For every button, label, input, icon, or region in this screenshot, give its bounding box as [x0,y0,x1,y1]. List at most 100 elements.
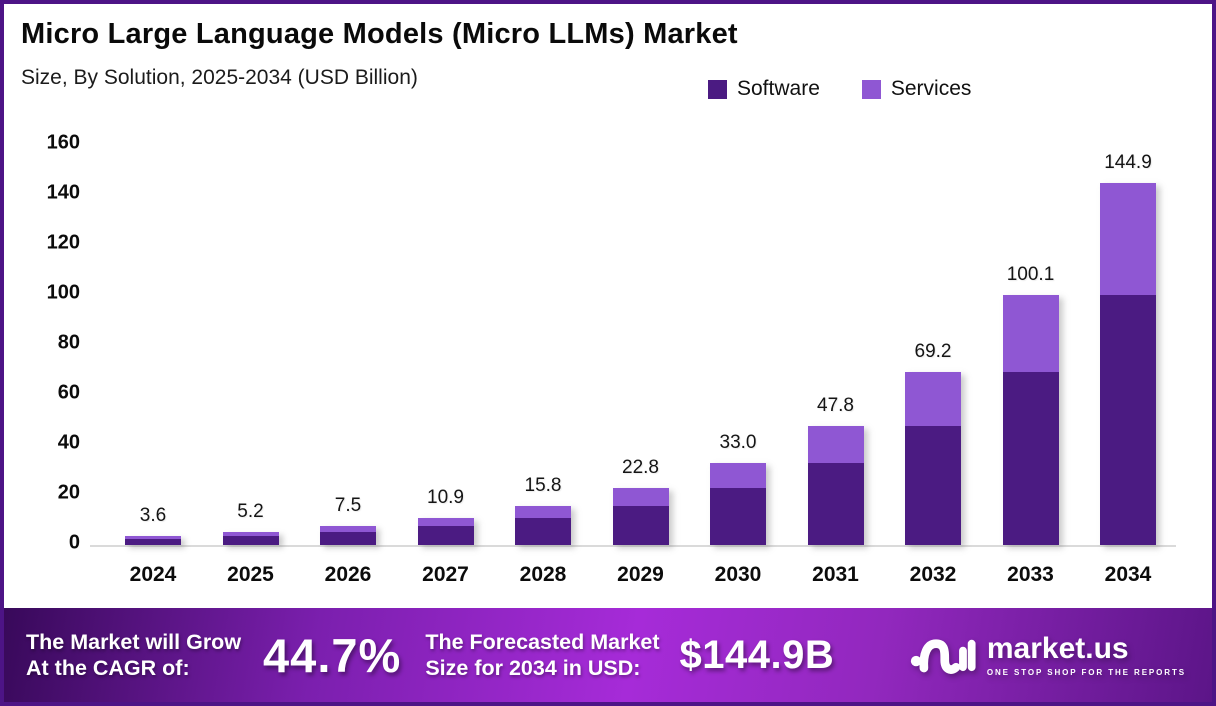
bars-container: 3.6 5.2 7.5 10.9 15.8 22.8 33.0 47.8 69.2 100.1 14… [112,152,1169,545]
bar-stack-2031 [807,425,864,545]
bar-stack-2026 [320,526,376,545]
bar-segment-software-2028 [515,517,571,545]
y-axis-tick-100: 100 [46,281,80,304]
y-axis: 0 20 40 60 80 100 120 140 160 [4,131,100,554]
bar-segment-services-2027 [417,517,474,527]
bar-column-2032: 69.2 [892,341,974,545]
bar-segment-software-2031 [807,462,864,545]
bar-stack-2032 [905,372,961,545]
logo-text-block: market.us ONE STOP SHOP FOR THE REPORTS [986,631,1186,677]
market-us-logo: market.us ONE STOP SHOP FOR THE REPORTS [910,630,1186,680]
forecast-value: $144.9B [679,632,835,677]
bar-stack-2028 [515,505,571,545]
bar-column-2030: 33.0 [697,431,779,545]
bar-segment-software-2033 [1002,372,1059,545]
cagr-label: The Market will Grow At the CAGR of: [26,629,241,681]
bar-stack-2034 [1100,182,1156,545]
x-axis-label-2033: 2033 [1007,563,1054,586]
bar-column-2024: 3.6 [112,505,194,545]
bar-value-label-2030: 33.0 [719,431,757,453]
x-axis-label-2026: 2026 [324,563,372,586]
bar-chart: 0 20 40 60 80 100 120 140 160 3.6 5.2 7.5 10.9 15.8 2… [4,131,1212,601]
bar-value-label-2031: 47.8 [817,394,854,416]
bar-value-label-2029: 22.8 [622,457,659,478]
y-axis-tick-20: 20 [57,481,80,504]
bar-segment-services-2026 [320,526,376,532]
y-axis-tick-60: 60 [57,381,80,404]
legend-label: Software [737,77,820,100]
bar-segment-software-2026 [320,532,376,545]
bar-segment-software-2034 [1100,294,1156,545]
y-axis-tick-80: 80 [57,331,80,354]
x-axis-label-2029: 2029 [617,563,664,586]
bar-segment-services-2033 [1002,294,1059,372]
x-axis-label-2032: 2032 [909,563,957,586]
y-axis-tick-0: 0 [68,531,80,554]
forecast-label-line2: Size for 2034 in USD: [425,656,641,680]
y-axis-tick-40: 40 [57,431,80,454]
x-axis-label-2025: 2025 [227,563,274,586]
forecast-label: The Forecasted Market Size for 2034 in U… [425,629,659,681]
bar-value-label-2024: 3.6 [139,505,167,526]
legend-item-services: Services [861,77,972,101]
x-axis-label-2027: 2027 [422,563,469,586]
bar-value-label-2026: 7.5 [334,495,362,517]
chart-header: Micro Large Language Models (Micro LLMs)… [4,4,1212,90]
x-axis-label-2030: 2030 [714,563,762,586]
logo-tagline: ONE STOP SHOP FOR THE REPORTS [986,667,1186,677]
bar-segment-services-2029 [612,488,669,506]
bar-segment-software-2024 [125,538,181,545]
bar-value-label-2033: 100.1 [1006,263,1055,285]
logo-name: market.us [986,631,1129,665]
bar-value-label-2027: 10.9 [427,486,464,508]
bar-stack-2025 [222,532,279,545]
bar-column-2031: 47.8 [795,394,877,545]
bar-segment-services-2034 [1100,182,1156,295]
bar-segment-software-2027 [417,526,474,545]
bar-column-2027: 10.9 [405,487,487,545]
x-axis-label-2024: 2024 [129,563,177,586]
bar-value-label-2032: 69.2 [914,341,952,362]
bar-segment-services-2025 [222,532,279,536]
bar-segment-software-2030 [710,488,766,545]
plot-area: 3.6 5.2 7.5 10.9 15.8 22.8 33.0 47.8 69.2 100.1 14… [90,131,1176,547]
bar-value-label-2025: 5.2 [237,501,264,522]
y-axis-tick-120: 120 [46,231,80,254]
bar-column-2033: 100.1 [990,264,1072,545]
bar-column-2025: 5.2 [210,501,292,545]
page-title: Micro Large Language Models (Micro LLMs)… [21,18,738,50]
bar-segment-services-2030 [710,462,766,488]
bar-segment-software-2032 [905,425,961,545]
y-axis-tick-160: 160 [46,131,80,154]
forecast-label-line1: The Forecasted Market [425,629,660,654]
x-axis-label-2031: 2031 [812,563,859,586]
bar-segment-software-2029 [612,505,669,545]
legend-label: Services [890,77,972,100]
bar-stack-2027 [417,517,474,545]
footer-banner: The Market will Grow At the CAGR of: 44.… [4,608,1212,702]
bar-value-label-2034: 144.9 [1104,151,1152,173]
cagr-label-line1: The Market will Grow [26,629,242,654]
bar-stack-2029 [612,488,669,545]
y-axis-tick-140: 140 [46,181,80,204]
bar-stack-2024 [125,536,181,545]
bar-segment-services-2028 [515,505,571,518]
bar-value-label-2028: 15.8 [524,474,562,496]
chart-subtitle: Size, By Solution, 2025-2034 (USD Billio… [21,66,418,89]
bar-segment-services-2024 [125,536,181,539]
bar-column-2028: 15.8 [502,474,584,545]
bar-segment-services-2031 [807,425,864,463]
bar-column-2026: 7.5 [307,495,389,545]
x-axis-line [90,545,1176,547]
bar-column-2034: 144.9 [1087,152,1169,545]
x-axis-label-2028: 2028 [519,563,567,586]
legend-swatch-services [861,79,881,99]
cagr-label-line2: At the CAGR of: [26,656,190,680]
legend-item-software: Software [708,77,820,101]
cagr-value: 44.7% [263,628,402,682]
bar-column-2029: 22.8 [600,457,682,545]
bar-stack-2033 [1002,294,1059,545]
bar-segment-services-2032 [905,372,961,426]
x-axis-labels: 2024 2025 2026 2027 2028 2029 2030 2031 2032 2033… [112,563,1169,587]
